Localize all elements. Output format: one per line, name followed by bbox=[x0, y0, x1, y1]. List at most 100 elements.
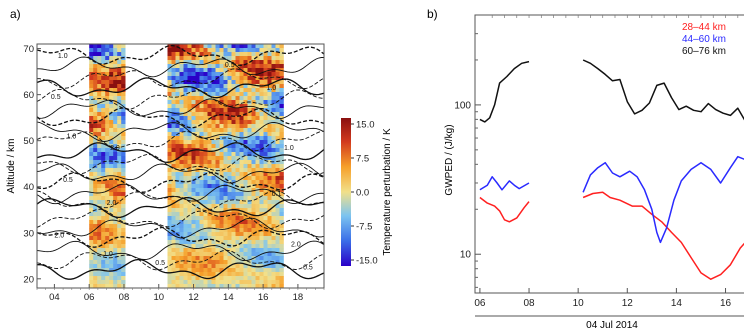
heatmap-cell bbox=[179, 140, 184, 145]
contour-line bbox=[37, 183, 324, 205]
contour-line bbox=[37, 142, 324, 163]
heatmap-cell bbox=[263, 240, 268, 245]
heatmap-cell bbox=[101, 72, 106, 77]
heatmap-cell bbox=[183, 172, 188, 177]
heatmap-cell bbox=[171, 128, 176, 133]
heatmap-cell bbox=[211, 260, 216, 265]
heatmap-cell bbox=[171, 104, 176, 109]
heatmap-cell bbox=[167, 240, 172, 245]
heatmap-cell bbox=[97, 276, 102, 281]
heatmap-cell bbox=[199, 156, 204, 161]
heatmap-cell bbox=[231, 216, 236, 221]
heatmap-cell bbox=[167, 208, 172, 213]
heatmap-cell bbox=[255, 144, 260, 149]
heatmap-cell bbox=[275, 144, 280, 149]
heatmap-cell bbox=[247, 124, 252, 129]
heatmap-cell bbox=[211, 184, 216, 189]
heatmap-cell bbox=[211, 160, 216, 165]
heatmap-cell bbox=[109, 56, 114, 61]
heatmap-cell bbox=[195, 184, 200, 189]
heatmap-cell bbox=[121, 248, 126, 253]
heatmap-cell bbox=[247, 84, 252, 89]
heatmap-cell bbox=[207, 120, 212, 125]
heatmap-cell bbox=[191, 248, 196, 253]
heatmap-cell bbox=[275, 268, 280, 273]
heatmap-cell bbox=[219, 260, 224, 265]
heatmap-cell bbox=[231, 148, 236, 153]
heatmap-cell bbox=[171, 72, 176, 77]
heatmap-cell bbox=[191, 224, 196, 229]
heatmap-cell bbox=[199, 96, 204, 101]
heatmap-cell bbox=[187, 96, 192, 101]
heatmap-cell bbox=[279, 192, 284, 197]
heatmap-cell bbox=[97, 200, 102, 205]
heatmap-cell bbox=[251, 184, 256, 189]
heatmap-cell bbox=[275, 64, 280, 69]
heatmap-cell bbox=[179, 124, 184, 129]
heatmap-cell bbox=[227, 152, 232, 157]
heatmap-cell bbox=[223, 52, 228, 57]
heatmap-cell bbox=[121, 240, 126, 245]
heatmap-cell bbox=[89, 176, 94, 181]
heatmap-cell bbox=[195, 256, 200, 261]
heatmap-cell bbox=[167, 184, 172, 189]
heatmap-cell bbox=[227, 80, 232, 85]
heatmap-cell bbox=[255, 224, 260, 229]
heatmap-cell bbox=[195, 132, 200, 137]
heatmap-cell bbox=[251, 112, 256, 117]
heatmap-cell bbox=[223, 48, 228, 53]
heatmap-cell bbox=[235, 220, 240, 225]
heatmap-cell bbox=[215, 180, 220, 185]
heatmap-cell bbox=[93, 272, 98, 277]
heatmap-cell bbox=[191, 68, 196, 73]
heatmap-cell bbox=[93, 196, 98, 201]
heatmap-cell bbox=[235, 248, 240, 253]
heatmap-cell bbox=[231, 232, 236, 237]
heatmap-cell bbox=[101, 68, 106, 73]
heatmap-cell bbox=[199, 216, 204, 221]
heatmap-cell bbox=[279, 252, 284, 257]
heatmap-cell bbox=[187, 148, 192, 153]
heatmap-cell bbox=[105, 76, 110, 81]
heatmap-cell bbox=[167, 152, 172, 157]
panel-b-label: b) bbox=[427, 7, 438, 21]
heatmap-cell bbox=[251, 204, 256, 209]
heatmap-cell bbox=[187, 180, 192, 185]
heatmap-cell bbox=[93, 260, 98, 265]
heatmap-cell bbox=[275, 196, 280, 201]
heatmap-cell bbox=[199, 244, 204, 249]
heatmap-cell bbox=[215, 60, 220, 65]
heatmap-cell bbox=[207, 84, 212, 89]
heatmap-cell bbox=[109, 240, 114, 245]
heatmap-cell bbox=[175, 100, 180, 105]
heatmap-cell bbox=[275, 236, 280, 241]
heatmap-cell bbox=[211, 96, 216, 101]
heatmap-cell bbox=[271, 96, 276, 101]
heatmap-cell bbox=[89, 188, 94, 193]
heatmap-cell bbox=[187, 236, 192, 241]
heatmap-cell bbox=[167, 244, 172, 249]
heatmap-cell bbox=[89, 196, 94, 201]
heatmap-cell bbox=[263, 60, 268, 65]
heatmap-cell bbox=[121, 92, 126, 97]
heatmap-cell bbox=[121, 276, 126, 281]
heatmap-cell bbox=[105, 112, 110, 117]
heatmap-cell bbox=[267, 120, 272, 125]
heatmap-cell bbox=[93, 216, 98, 221]
heatmap-cell bbox=[117, 272, 122, 277]
heatmap-cell bbox=[267, 172, 272, 177]
heatmap-cell bbox=[113, 212, 118, 217]
heatmap-cell bbox=[203, 220, 208, 225]
heatmap-cell bbox=[267, 128, 272, 133]
heatmap-cell bbox=[89, 132, 94, 137]
heatmap-cell bbox=[183, 204, 188, 209]
heatmap-cell bbox=[105, 256, 110, 261]
heatmap-cell bbox=[105, 56, 110, 61]
heatmap-cell bbox=[263, 96, 268, 101]
heatmap-cell bbox=[275, 156, 280, 161]
heatmap-cell bbox=[255, 248, 260, 253]
heatmap-cell bbox=[101, 56, 106, 61]
heatmap-cell bbox=[219, 64, 224, 69]
heatmap-cell bbox=[89, 152, 94, 157]
